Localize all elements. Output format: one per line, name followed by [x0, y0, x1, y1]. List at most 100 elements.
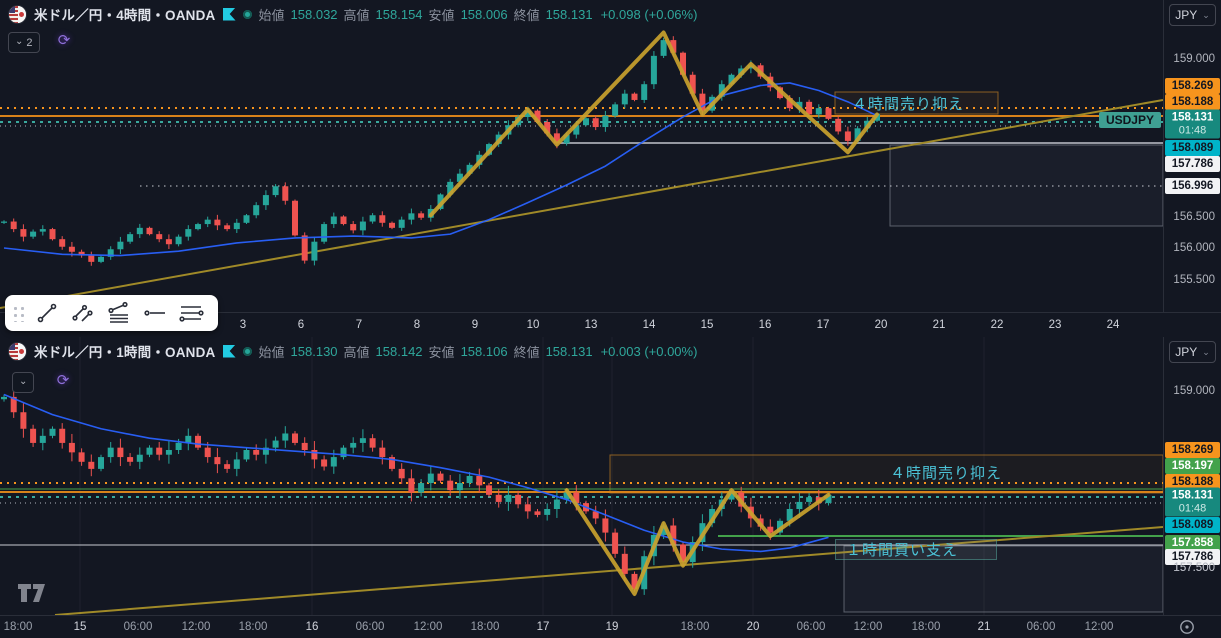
- annotation-label[interactable]: ４時間売り抑え: [880, 461, 1020, 483]
- collapse-indicators-button[interactable]: ⌄ 2: [8, 32, 40, 53]
- price-badge-158.269: 158.269: [1165, 78, 1220, 94]
- parallel-horizontal-lines-tool-button[interactable]: [173, 298, 209, 328]
- annotation-text: ４時間売り抑え: [852, 95, 965, 113]
- open-label: 始値: [258, 7, 285, 23]
- time-axis-label: 9: [471, 319, 479, 331]
- time-axis-label: 13: [584, 319, 598, 331]
- chevron-down-icon: ⌄: [19, 375, 28, 387]
- low-value: 158.106: [460, 343, 508, 359]
- high-label: 高値: [343, 344, 370, 360]
- time-axis-label: 17: [816, 319, 830, 331]
- time-axis-label: 12:00: [413, 621, 443, 633]
- ohlc-readout: 始値 158.032 高値 158.154 安値 158.006 終値 158.131 …: [259, 5, 698, 24]
- chart-panel-4h: 米ドル／円・4時間・OANDA 始値 158.032 高値 158.154 安値 15…: [0, 0, 1163, 312]
- time-axis-label: 12:00: [853, 621, 883, 633]
- market-status-icon: [242, 9, 252, 19]
- sync-refresh-icon[interactable]: ⟳: [56, 372, 70, 389]
- low-label: 安値: [428, 344, 455, 360]
- time-axis-label: 12:00: [1084, 621, 1114, 633]
- price-badge-158.269: 158.269: [1165, 442, 1220, 458]
- time-axis-label: 18:00: [238, 621, 268, 633]
- symbol-title[interactable]: 米ドル／円・4時間・OANDA: [34, 8, 216, 23]
- price-scale-1h[interactable]: JPY ⌄ 159.000 157.500 158.269 158.197 158.18…: [1163, 337, 1221, 615]
- cross-trend-lines-icon: [72, 304, 93, 322]
- time-axis-label: 06:00: [796, 621, 826, 633]
- symbol-title[interactable]: 米ドル／円・1時間・OANDA: [34, 345, 216, 360]
- price-chart-canvas-1h[interactable]: [0, 337, 1163, 615]
- currency-label: JPY: [1175, 8, 1198, 22]
- trend-line-icon: [37, 303, 57, 323]
- price-scale-label: 155.500: [1173, 274, 1215, 286]
- time-axis-label: 3: [239, 319, 247, 331]
- time-axis-label: 15: [700, 319, 714, 331]
- time-axis-label: 06:00: [1026, 621, 1056, 633]
- bar-countdown: 01:48: [1178, 502, 1207, 514]
- currency-button-4h[interactable]: JPY ⌄: [1169, 4, 1216, 26]
- high-value: 158.142: [375, 343, 423, 359]
- time-axis-label: 06:00: [355, 621, 385, 633]
- time-axis-label: 16: [305, 621, 319, 633]
- chevron-down-icon: ⌄: [15, 35, 24, 47]
- price-scale-label: 157.500: [1173, 562, 1215, 574]
- time-axis-label: 15: [73, 621, 87, 633]
- time-axis-label: 24: [1106, 319, 1120, 331]
- open-value: 158.130: [290, 343, 338, 359]
- open-label: 始値: [258, 344, 285, 360]
- close-label: 終値: [513, 344, 540, 360]
- currency-button-1h[interactable]: JPY ⌄: [1169, 341, 1216, 363]
- sync-refresh-icon[interactable]: ⟳: [57, 32, 71, 49]
- time-axis-label: 8: [413, 319, 421, 331]
- price-badge-157.858: 157.858: [1165, 535, 1220, 551]
- chart-panel-1h: 米ドル／円・1時間・OANDA 始値 158.130 高値 158.142 安値 15…: [0, 337, 1163, 615]
- high-value: 158.154: [375, 6, 423, 22]
- time-axis-label: 18:00: [680, 621, 710, 633]
- time-axis-label: 23: [1048, 319, 1062, 331]
- chevron-down-icon: ⌄: [1202, 9, 1210, 20]
- time-axis-label: 18:00: [3, 621, 33, 633]
- price-chart-canvas-4h[interactable]: [0, 0, 1163, 312]
- low-label: 安値: [428, 7, 455, 23]
- symbol-price-label: USDJPY: [1098, 112, 1161, 128]
- drag-handle-icon[interactable]: [11, 304, 25, 322]
- price-scale-label: 156.000: [1173, 242, 1215, 254]
- horizontal-line-tool-button[interactable]: [137, 298, 173, 328]
- settings-icon[interactable]: [1178, 618, 1196, 636]
- time-axis-label: 12:00: [181, 621, 211, 633]
- close-label: 終値: [513, 7, 540, 23]
- bar-countdown: 01:48: [1178, 124, 1207, 136]
- time-axis-1h[interactable]: 18:00 15 06:00 12:00 18:00 16 06:00 12:00 18:00 1…: [0, 615, 1221, 638]
- tradingview-logo[interactable]: [16, 582, 50, 604]
- parallel-horizontal-lines-icon: [179, 306, 204, 322]
- time-axis-label: 18:00: [470, 621, 500, 633]
- price-badge-158.131: 158.131 01:48: [1165, 109, 1220, 139]
- time-axis-label: 7: [355, 319, 363, 331]
- usdjpy-pair-icon: [8, 341, 27, 361]
- time-axis-label: 22: [990, 319, 1004, 331]
- high-label: 高値: [343, 7, 370, 23]
- price-scale-4h[interactable]: JPY ⌄ 159.000 156.500 156.000 155.500 158.26…: [1163, 0, 1221, 312]
- ohlc-readout: 始値 158.130 高値 158.142 安値 158.106 終値 158.131 …: [259, 342, 698, 361]
- price-scale-label: 159.000: [1173, 385, 1215, 397]
- indicator-count: 2: [26, 36, 33, 49]
- time-axis-label: 20: [746, 621, 760, 633]
- annotation-label[interactable]: ４時間売り抑え: [842, 92, 998, 114]
- time-axis-label: 21: [977, 621, 991, 633]
- price-badge-158.089: 158.089: [1165, 517, 1220, 533]
- price-scale-label: 156.500: [1173, 211, 1215, 223]
- price-badge-158.131: 158.131 01:48: [1165, 487, 1220, 517]
- drawing-toolbar: [5, 295, 218, 331]
- collapse-indicators-button[interactable]: ⌄: [12, 372, 35, 393]
- low-value: 158.006: [460, 6, 508, 22]
- annotation-label[interactable]: １時間買い支え: [835, 539, 997, 560]
- trend-line-tool-button[interactable]: [29, 298, 65, 328]
- time-axis-label: 06:00: [123, 621, 153, 633]
- change-value: +0.098 (+0.06%): [600, 6, 698, 22]
- close-value: 158.131: [545, 6, 593, 22]
- annotation-text: ４時間売り抑え: [890, 464, 1003, 482]
- fib-retracement-tool-button[interactable]: [101, 298, 137, 328]
- cross-trend-lines-tool-button[interactable]: [65, 298, 101, 328]
- time-axis-label: 16: [758, 319, 772, 331]
- time-axis-label: 14: [642, 319, 656, 331]
- fib-retracement-icon: [108, 301, 128, 323]
- usdjpy-pair-icon: [8, 4, 27, 24]
